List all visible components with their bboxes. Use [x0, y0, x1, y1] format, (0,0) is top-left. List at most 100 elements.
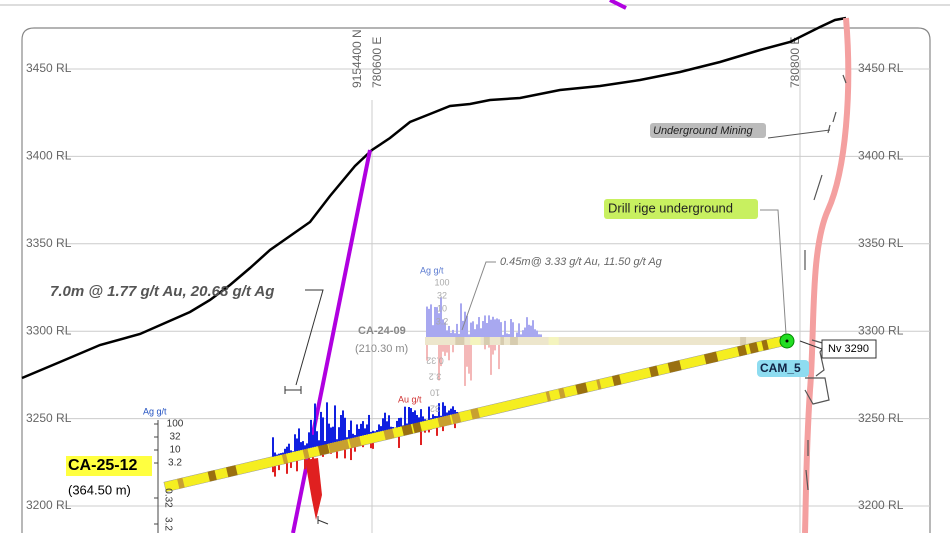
ag-bar [384, 412, 386, 431]
ag-bar [404, 406, 406, 426]
ag-bar [430, 418, 432, 420]
hole-ca-24-09 [425, 337, 787, 345]
ag-bar [294, 434, 296, 452]
ag-bar [272, 437, 274, 457]
au-bar [426, 345, 428, 361]
ag-bar [494, 319, 496, 337]
au-bar [286, 463, 288, 474]
ag-bar [358, 428, 360, 437]
ag-bar [340, 415, 342, 441]
ag-bar [466, 315, 468, 337]
ag-bar [482, 321, 484, 337]
au-bar [468, 345, 470, 374]
ag-bar [528, 324, 530, 337]
ag-bar [368, 414, 370, 435]
ag-bar [452, 329, 454, 337]
ag-bar [302, 441, 304, 450]
lithology-segment [510, 337, 518, 345]
scale-label: 3.2 [162, 517, 173, 531]
ag-bar [332, 426, 334, 443]
scale-label: 32 [169, 432, 181, 443]
ag-bar [308, 432, 310, 449]
ag-bar [432, 414, 434, 419]
ag-bar [396, 420, 398, 428]
rl-label: 3300 RL [858, 323, 904, 337]
scale-label: 32 [437, 290, 447, 300]
leader-line [461, 261, 496, 331]
lithology-segment [596, 379, 602, 390]
ag-bar [506, 333, 508, 337]
rl-label: 3350 RL [26, 236, 72, 250]
interval-bracket [284, 386, 302, 394]
ag-bar [472, 321, 474, 337]
ag-bar [278, 453, 280, 456]
ag-bar [448, 325, 450, 337]
ag-bar [452, 406, 454, 415]
scale-label: 0.32 [162, 488, 173, 508]
au-bar [304, 459, 306, 470]
ag-bar [420, 409, 422, 422]
ag-bar [446, 412, 448, 416]
ag-bar [306, 443, 308, 449]
scale-label: 32 [430, 404, 440, 414]
au-bar [454, 423, 456, 429]
grid [60, 60, 930, 533]
lithology-segment [667, 360, 682, 373]
ag-bar [400, 417, 402, 427]
rl-label: 3400 RL [858, 149, 904, 163]
ag-bar [434, 416, 436, 419]
ag-bar [290, 450, 292, 453]
scale-label: 0.32 [426, 356, 444, 366]
ag-bar [476, 324, 478, 337]
ag-bar [530, 325, 532, 337]
intercept-label: 0.45m@ 3.33 g/t Au, 11.50 g/t Ag [500, 256, 663, 268]
rl-label: 3450 RL [858, 61, 904, 75]
underground-workings [802, 17, 852, 533]
grid-label: 780600 E [370, 37, 384, 88]
ag-bar [418, 417, 420, 423]
grid-label: 780800 E [788, 37, 802, 88]
ag-bar [454, 333, 456, 337]
ag-bar [498, 319, 500, 337]
ag-bar [414, 410, 416, 424]
au-bar [330, 453, 332, 454]
ag-bar [484, 315, 486, 337]
ag-bar [372, 430, 374, 434]
hole-length: (364.50 m) [68, 482, 131, 497]
lithology-segment [483, 337, 490, 345]
au-bar [440, 345, 442, 367]
level-label: Nv 3290 [828, 343, 869, 355]
ag-bar [520, 334, 522, 337]
ag-bar [382, 418, 384, 431]
rl-label: 3200 RL [26, 498, 72, 512]
lithology-segment [451, 412, 462, 424]
au-bar [470, 345, 472, 381]
ag-bar [522, 330, 524, 337]
au-bar [448, 345, 450, 361]
ag-bar [496, 318, 498, 337]
ag-bar [490, 319, 492, 337]
lithology-segment [338, 438, 350, 451]
hole-name: CA-25-12 [68, 457, 137, 474]
ag-bar [362, 421, 364, 436]
ag-bar [534, 329, 536, 337]
ag-bar [318, 440, 320, 446]
scale-label: 10 [437, 303, 447, 313]
au-bar [272, 466, 274, 473]
ag-bar [440, 415, 442, 418]
ag-bar [380, 426, 382, 432]
ag-bar [322, 417, 324, 445]
ag-bar [526, 317, 528, 337]
collar-label: CAM_5 [760, 361, 801, 375]
drill-rig-label: Drill rige underground [608, 200, 733, 215]
au-bar [420, 431, 422, 446]
label-bg [66, 456, 152, 476]
au-bar [444, 345, 446, 356]
ag-bar [276, 454, 278, 456]
au-bar [322, 454, 324, 457]
scale-label: 10 [169, 445, 181, 456]
rl-label: 3450 RL [26, 61, 72, 75]
ag-bar [504, 320, 506, 337]
ag-bar [300, 442, 302, 451]
rl-label: 3300 RL [26, 323, 72, 337]
